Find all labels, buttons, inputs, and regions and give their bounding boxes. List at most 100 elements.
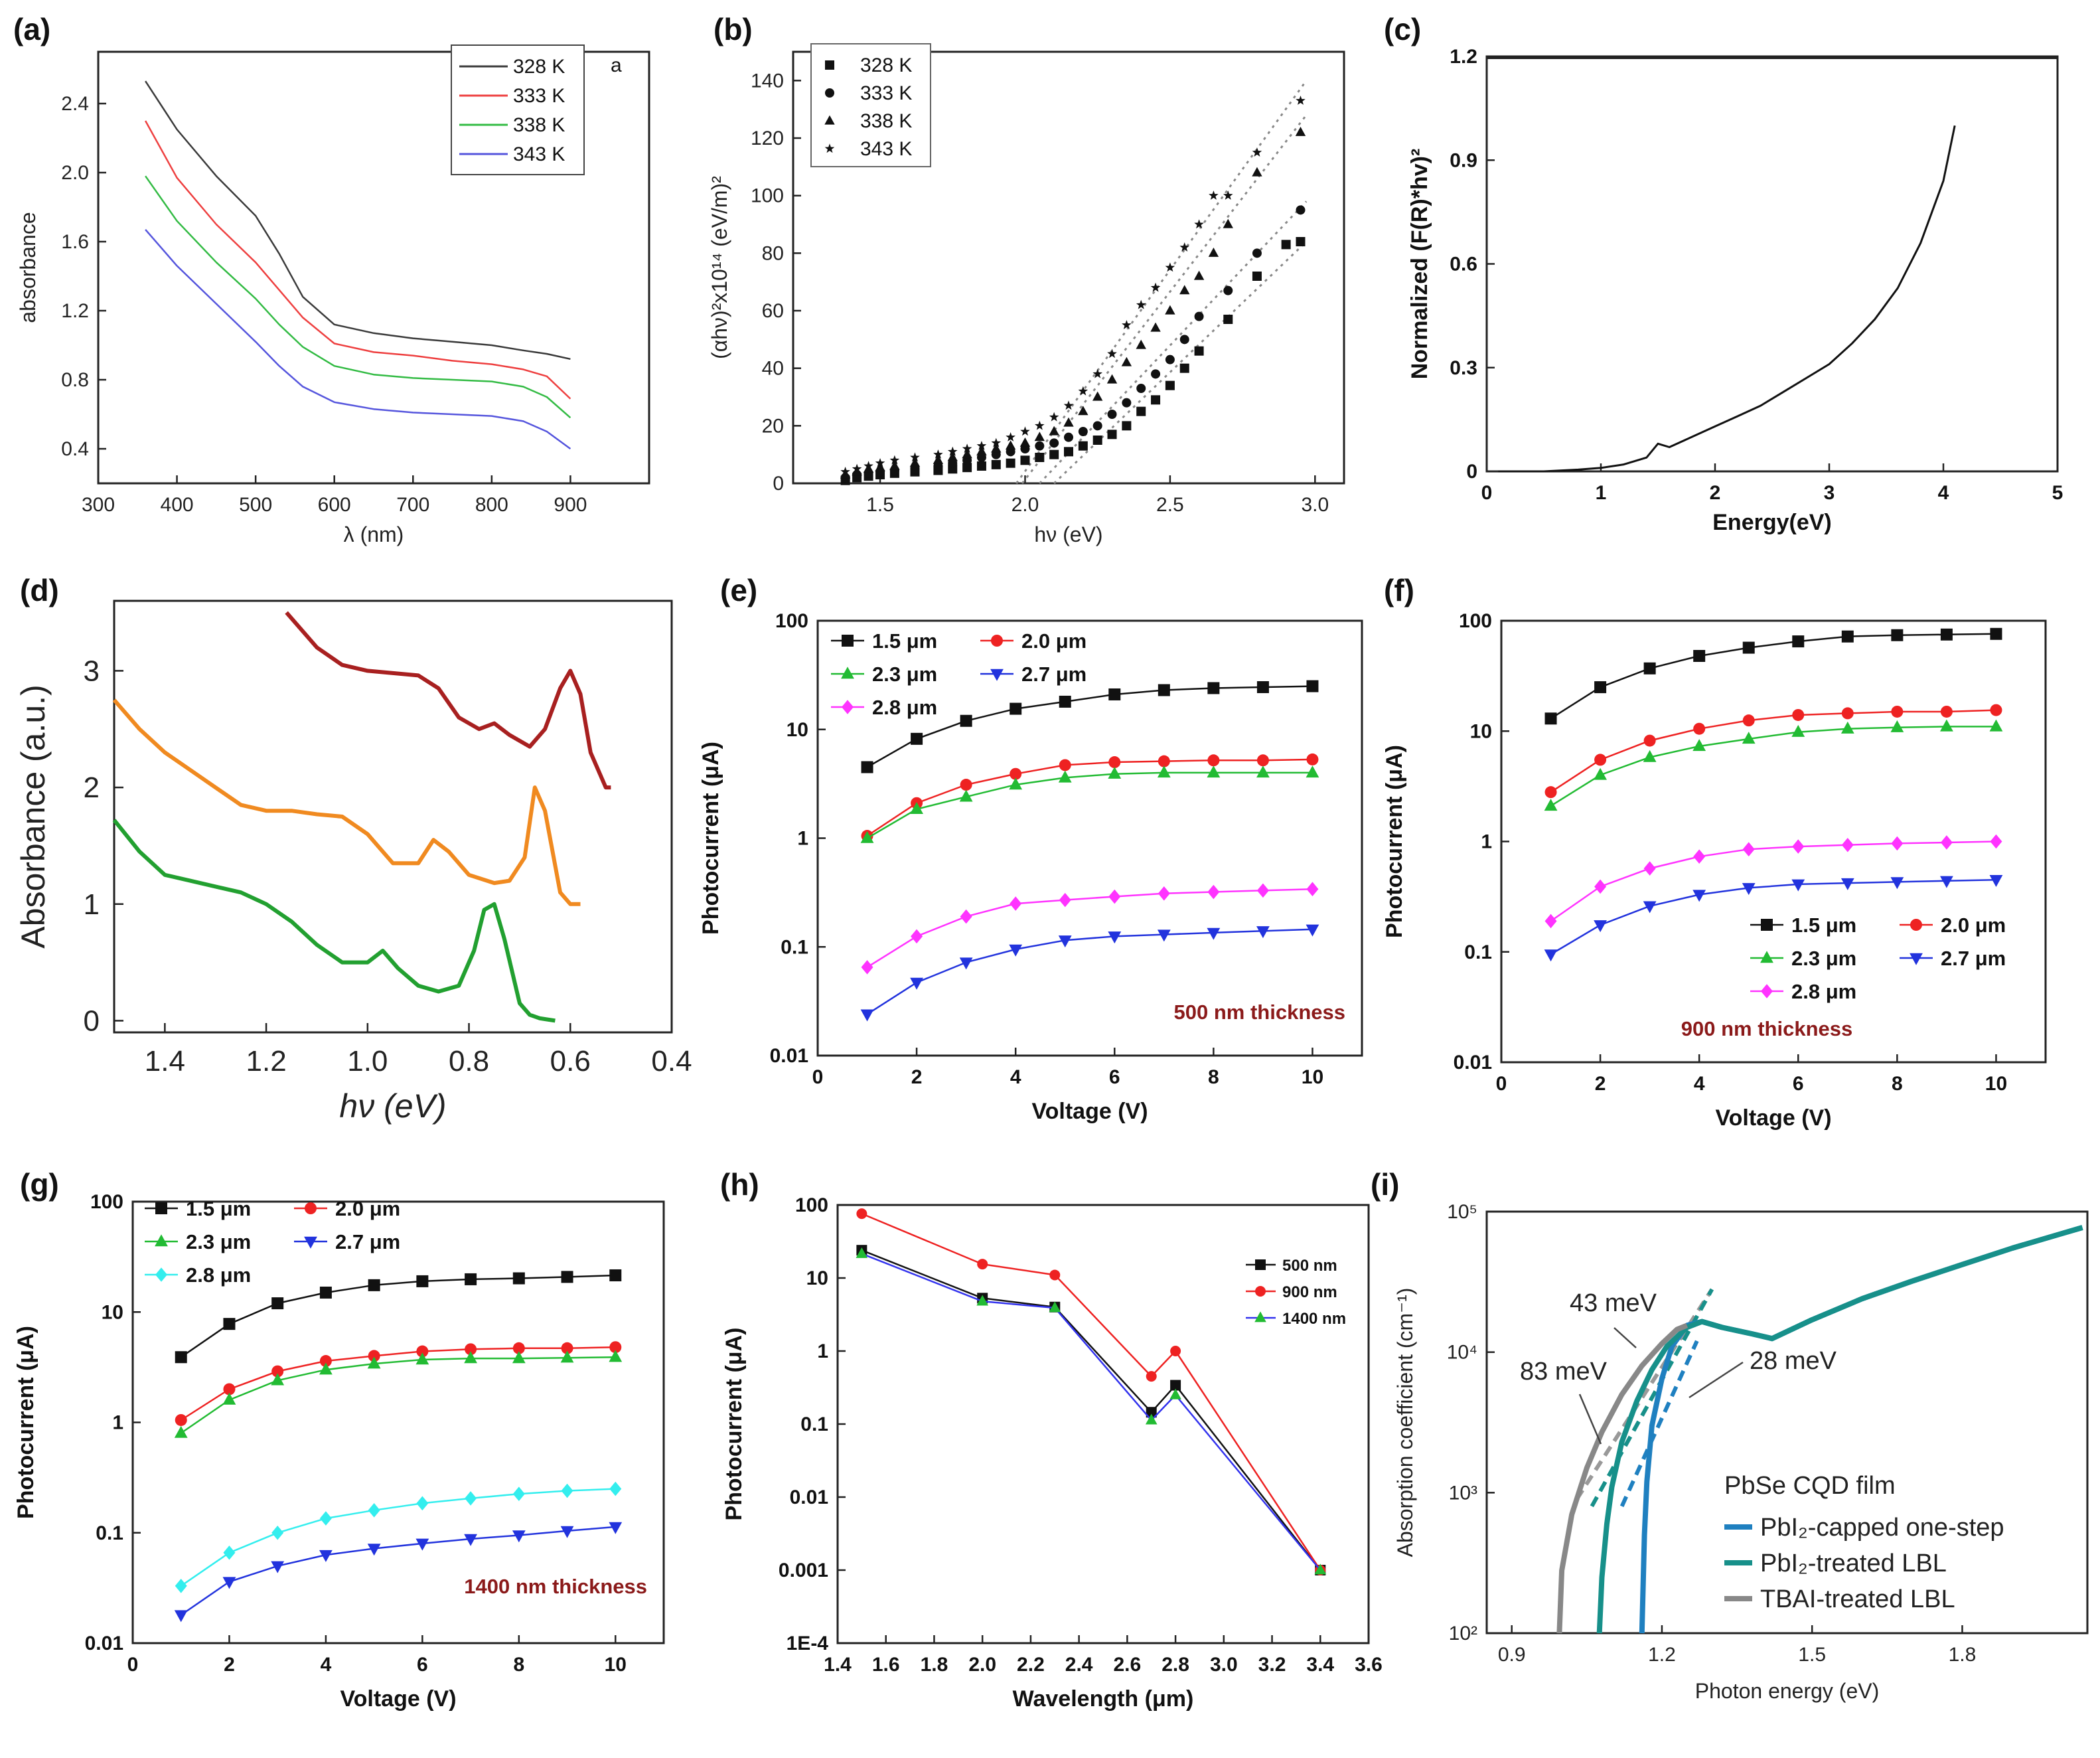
data-point — [1643, 901, 1657, 914]
legend-entry: 328 K — [513, 56, 565, 78]
x-tick-label: 600 — [318, 494, 351, 516]
legend-entry: 1.5 μm — [186, 1197, 251, 1220]
x-axis-label: hν (eV) — [1034, 522, 1102, 546]
data-point — [1121, 357, 1132, 366]
data-point — [1136, 299, 1146, 309]
data-point — [1158, 886, 1170, 901]
data-point — [1059, 892, 1071, 908]
y-tick-label: 0.1 — [800, 1413, 828, 1435]
legend-marker — [991, 635, 1003, 647]
energy-annotation: 28 meV — [1750, 1347, 1837, 1375]
data-point — [861, 761, 873, 773]
fit-line — [1039, 200, 1308, 485]
data-point — [1006, 458, 1015, 468]
data-point — [1544, 949, 1558, 962]
x-tick-label: 0.6 — [550, 1045, 591, 1078]
data-point — [368, 1503, 380, 1518]
data-point — [1544, 712, 1557, 725]
y-tick-label: 40 — [762, 358, 784, 380]
x-tick-label: 2.5 — [1156, 494, 1184, 516]
y-axis-label: Absorption coefficient (cm⁻¹) — [1393, 1288, 1417, 1558]
x-tick-label: 400 — [161, 494, 194, 516]
series-line — [1556, 1322, 1688, 1634]
legend-marker — [305, 1202, 317, 1214]
series-line — [180, 1274, 616, 1358]
data-point — [910, 452, 920, 462]
data-point — [1108, 931, 1122, 944]
data-point — [1544, 786, 1557, 799]
data-point — [1108, 889, 1121, 904]
data-point — [465, 1273, 477, 1285]
series-line — [1550, 840, 1996, 922]
data-point — [1092, 421, 1102, 431]
data-point — [1841, 837, 1854, 852]
x-tick-label: 0 — [127, 1654, 139, 1676]
data-point — [856, 1247, 868, 1258]
data-point — [911, 929, 923, 944]
data-point — [1252, 167, 1262, 177]
legend: 1.5 μm 2.0 μm 2.3 μm 2.7 μm 2.8 μm — [831, 629, 1087, 719]
data-point — [1035, 453, 1045, 462]
x-tick-label: 6 — [417, 1654, 428, 1676]
y-axis-label: Absorbance (a.u.) — [15, 684, 52, 948]
legend-entry: 2.8 μm — [872, 696, 937, 719]
data-point — [1840, 878, 1854, 890]
series-line — [145, 228, 571, 450]
data-point — [1295, 126, 1306, 136]
data-point — [991, 443, 1002, 453]
x-tick-label: 2.0 — [968, 1654, 996, 1676]
data-point — [1296, 95, 1306, 105]
x-tick-label: 0 — [812, 1066, 824, 1088]
data-point — [860, 1009, 874, 1022]
data-point — [1544, 799, 1558, 811]
legend-marker — [1254, 1311, 1266, 1322]
series-line — [1550, 726, 1996, 807]
y-tick-label: 10 — [102, 1301, 123, 1323]
data-point — [1064, 447, 1073, 457]
data-point — [223, 1545, 236, 1560]
legend-marker — [1910, 953, 1923, 965]
data-point — [1108, 766, 1122, 779]
y-tick-label: 120 — [751, 127, 784, 149]
data-point — [223, 1318, 236, 1330]
x-tick-label: 1.4 — [145, 1045, 185, 1078]
y-tick-label: 1 — [817, 1340, 828, 1362]
data-point — [560, 1526, 574, 1538]
series-line — [866, 771, 1313, 839]
data-point — [1256, 765, 1270, 778]
data-point — [1693, 849, 1706, 864]
x-tick-label: 2 — [1595, 1073, 1606, 1095]
y-tick-label: 80 — [762, 242, 784, 264]
legend-extra-label: a — [611, 54, 622, 76]
data-point — [1158, 684, 1170, 696]
x-tick-label: 3.4 — [1306, 1654, 1334, 1676]
y-tick-label: 2.4 — [61, 93, 89, 115]
legend-title: PbSe CQD film — [1724, 1472, 1896, 1500]
data-point — [174, 1425, 188, 1438]
plot-frame — [1485, 55, 2059, 473]
data-point — [1136, 339, 1146, 349]
data-point — [1791, 724, 1805, 737]
data-point — [1594, 681, 1607, 694]
series-line — [861, 1249, 1321, 1571]
data-point — [1034, 432, 1045, 441]
data-point — [1058, 935, 1072, 948]
y-tick-label: 2.0 — [61, 162, 89, 184]
data-point — [609, 1481, 622, 1496]
y-tick-label: 0.3 — [1450, 357, 1477, 379]
series-line — [145, 120, 571, 400]
x-axis-label: Photon energy (eV) — [1695, 1679, 1880, 1703]
data-point — [962, 463, 972, 473]
energy-annotation: 83 meV — [1520, 1358, 1608, 1386]
data-point — [1078, 406, 1088, 416]
legend-entry: 2.0 μm — [335, 1197, 400, 1220]
data-point — [1020, 426, 1030, 436]
legend: PbSe CQD film PbI₂-capped one-step PbI₂-tr… — [1724, 1472, 2004, 1613]
data-point — [1742, 883, 1756, 896]
data-point — [1170, 1346, 1181, 1356]
data-point — [1165, 355, 1175, 364]
y-tick-label: 0.8 — [61, 369, 89, 391]
annotation-arrow — [1578, 1394, 1602, 1445]
x-axis-label: Energy(eV) — [1712, 510, 1832, 535]
data-point — [1594, 879, 1607, 894]
